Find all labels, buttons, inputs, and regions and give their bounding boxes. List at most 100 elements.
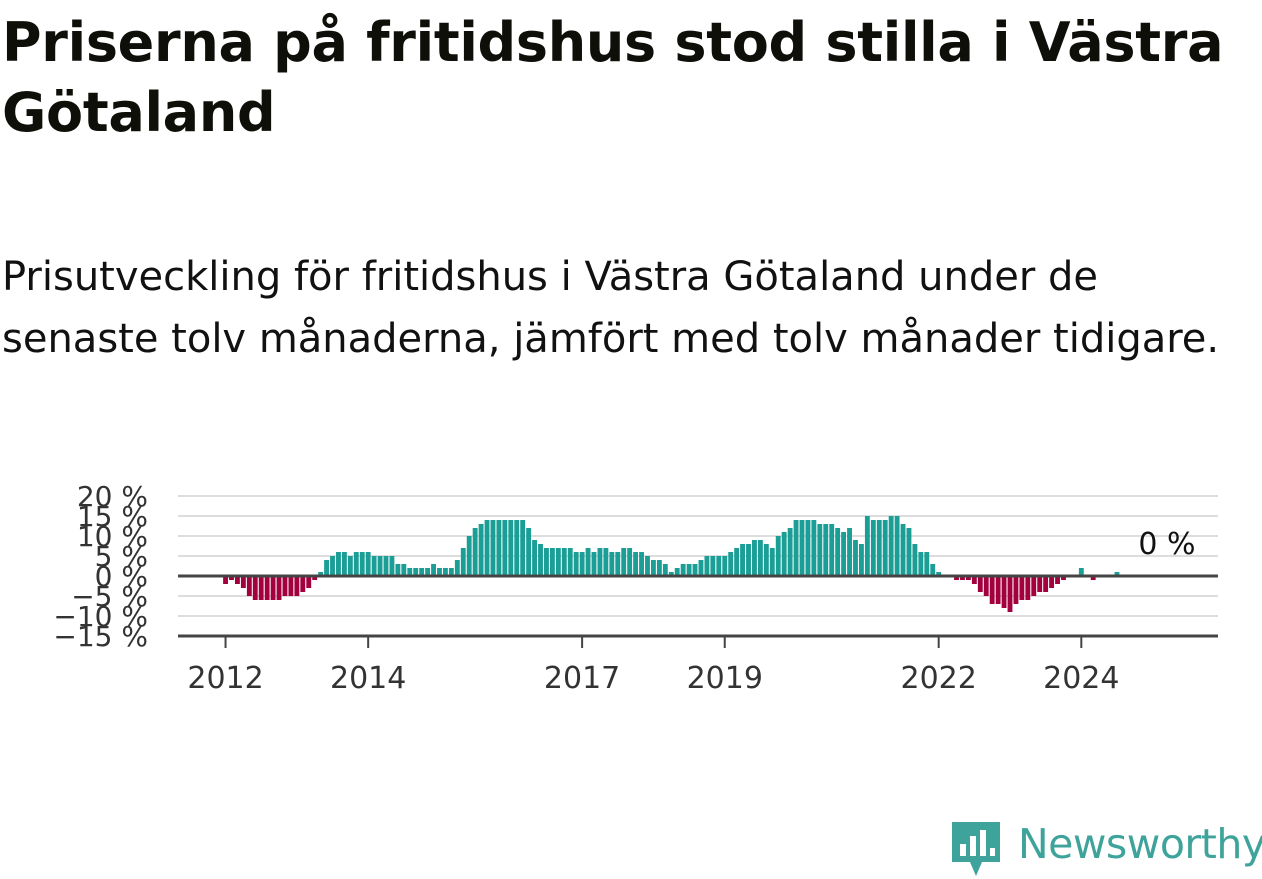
y-tick-label: 0 % — [95, 560, 148, 593]
bar — [645, 556, 650, 576]
x-tick-label: 2024 — [1043, 661, 1119, 696]
bar — [276, 576, 282, 600]
bar — [223, 576, 228, 584]
bar — [936, 572, 942, 576]
bar — [906, 528, 912, 576]
bar — [419, 568, 425, 576]
bar — [336, 552, 341, 576]
bar — [466, 536, 472, 576]
bar — [270, 576, 276, 600]
bar — [496, 520, 502, 576]
bar — [520, 520, 526, 576]
bar — [692, 564, 698, 576]
bar — [847, 528, 852, 576]
bar — [1025, 576, 1031, 600]
bar — [870, 520, 876, 576]
bar — [1055, 576, 1060, 584]
bar — [621, 548, 627, 576]
bar — [757, 540, 763, 576]
bar — [1061, 576, 1066, 580]
bar — [746, 544, 751, 576]
bar — [609, 552, 615, 576]
bar — [769, 548, 775, 576]
bar — [734, 548, 740, 576]
bar — [680, 564, 686, 576]
bar — [371, 556, 377, 576]
bar — [787, 528, 793, 576]
bar — [591, 552, 597, 576]
bar — [722, 556, 728, 576]
bar — [526, 528, 532, 576]
page-title: Priserna på fritidshus stod stilla i Väs… — [2, 11, 1224, 144]
bar — [555, 548, 561, 576]
bar — [894, 516, 900, 576]
bar — [573, 552, 579, 576]
x-axis-labels: 2012 2014 2017 2019 2022 2024 — [187, 636, 1119, 696]
bar — [977, 576, 983, 592]
bar — [1019, 576, 1025, 600]
bar — [383, 556, 389, 576]
bar — [983, 576, 989, 596]
bar — [674, 568, 680, 576]
bar — [585, 548, 591, 576]
x-tick-label: 2014 — [330, 661, 406, 696]
bar — [324, 560, 329, 576]
bar — [627, 548, 633, 576]
bar — [341, 552, 347, 576]
bar — [460, 548, 466, 576]
last-value-label: 0 % — [1138, 527, 1195, 562]
bar — [918, 552, 924, 576]
y-tick-label: 10 % — [77, 520, 148, 553]
bar — [1078, 568, 1084, 576]
bar — [960, 576, 965, 580]
bar — [234, 576, 240, 584]
bar — [995, 576, 1001, 604]
bar — [965, 576, 971, 580]
bar — [817, 524, 823, 576]
y-tick-label: −5 % — [71, 580, 148, 613]
newsworthy-brand: Newsworthy — [950, 818, 1262, 878]
bar — [377, 556, 383, 576]
bar — [662, 564, 668, 576]
bar — [288, 576, 294, 596]
bar — [716, 556, 722, 576]
bar — [353, 552, 359, 576]
bar — [448, 568, 454, 576]
bar — [1031, 576, 1037, 596]
bar — [853, 540, 858, 576]
bar — [805, 520, 811, 576]
bar — [472, 528, 478, 576]
bar — [347, 556, 353, 576]
page-subtitle: Prisutveckling för fritidshus i Västra G… — [2, 254, 1220, 362]
bar — [835, 528, 841, 576]
x-tick-label: 2019 — [687, 661, 763, 696]
bar — [656, 560, 662, 576]
bar — [728, 552, 734, 576]
bar — [597, 548, 603, 576]
bar — [478, 524, 484, 576]
bar — [1090, 576, 1096, 580]
bar — [431, 564, 436, 576]
bar — [858, 544, 864, 576]
bar — [490, 520, 496, 576]
bar — [318, 572, 324, 576]
bar — [454, 560, 460, 576]
bar — [740, 544, 745, 576]
bar — [502, 520, 508, 576]
bar — [538, 544, 543, 576]
y-tick-label: −15 % — [53, 620, 148, 653]
bar — [407, 568, 413, 576]
bar — [763, 544, 769, 576]
bar — [389, 556, 395, 576]
bar — [698, 560, 704, 576]
bar — [282, 576, 288, 596]
bar — [954, 576, 959, 580]
bar — [359, 552, 365, 576]
bar — [912, 544, 918, 576]
bar — [841, 532, 847, 576]
x-tick-label: 2017 — [544, 661, 620, 696]
bar — [1114, 572, 1120, 576]
bar — [710, 556, 716, 576]
bar — [775, 536, 781, 576]
y-tick-label: 20 % — [77, 480, 148, 513]
